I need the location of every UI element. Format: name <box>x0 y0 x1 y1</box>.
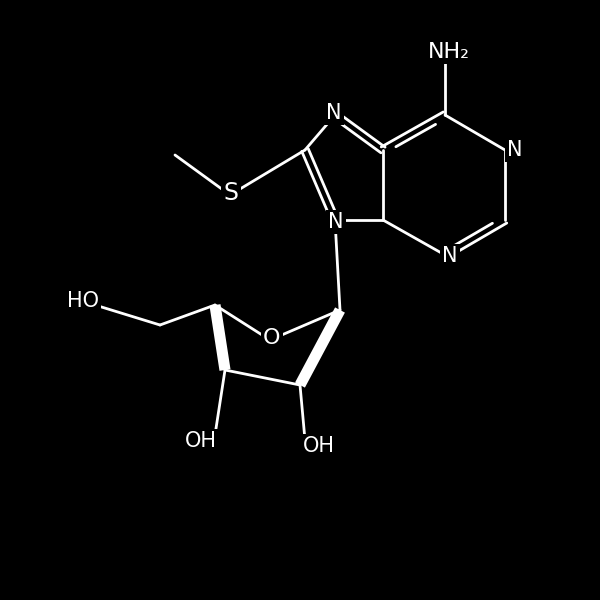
Text: N: N <box>507 140 523 160</box>
Text: S: S <box>223 181 239 205</box>
Text: OH: OH <box>185 431 217 451</box>
Text: N: N <box>328 212 344 232</box>
Text: NH₂: NH₂ <box>428 42 470 62</box>
Text: N: N <box>326 103 342 123</box>
Text: N: N <box>442 246 458 266</box>
Text: HO: HO <box>67 291 99 311</box>
Text: OH: OH <box>303 436 335 456</box>
Text: O: O <box>263 328 281 348</box>
